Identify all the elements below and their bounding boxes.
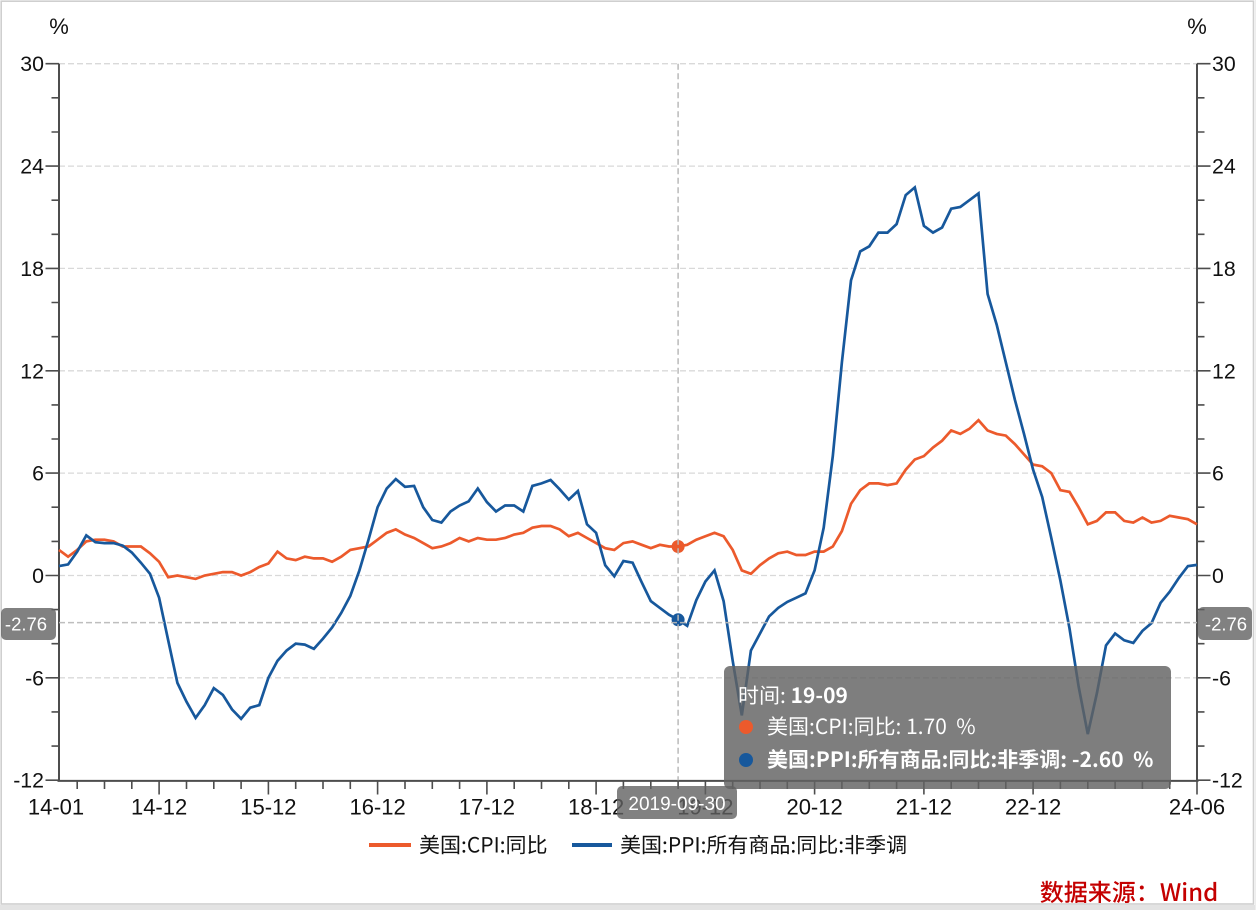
svg-text:-12: -12 (13, 769, 44, 793)
svg-text:12: 12 (1212, 359, 1236, 383)
svg-text:-6: -6 (25, 666, 44, 690)
svg-text:22-12: 22-12 (1005, 795, 1061, 820)
svg-text:30: 30 (1212, 52, 1236, 76)
svg-text:-2.76: -2.76 (1205, 614, 1247, 635)
svg-text:18: 18 (1212, 257, 1236, 281)
svg-text:21-12: 21-12 (896, 795, 952, 820)
svg-text:-12: -12 (1212, 769, 1243, 793)
svg-text:16-12: 16-12 (349, 795, 405, 820)
svg-text:14-12: 14-12 (131, 795, 187, 820)
svg-text:24: 24 (20, 155, 44, 179)
svg-text:12: 12 (20, 359, 44, 383)
svg-text:0: 0 (1212, 564, 1224, 588)
svg-text:18-12: 18-12 (568, 795, 624, 820)
svg-text:14-01: 14-01 (28, 795, 84, 820)
svg-text:-2.76: -2.76 (5, 614, 47, 635)
svg-text:18: 18 (20, 257, 44, 281)
svg-text:2019-09-30: 2019-09-30 (628, 794, 725, 815)
svg-text:-6: -6 (1212, 666, 1231, 690)
svg-text:6: 6 (1212, 462, 1224, 486)
svg-text:%: % (49, 14, 69, 39)
svg-text:30: 30 (20, 52, 44, 76)
svg-text:20-12: 20-12 (786, 795, 842, 820)
svg-text:%: % (1187, 14, 1207, 39)
svg-text:6: 6 (32, 462, 44, 486)
svg-text:15-12: 15-12 (240, 795, 296, 820)
svg-text:24: 24 (1212, 155, 1236, 179)
svg-text:17-12: 17-12 (459, 795, 515, 820)
svg-text:24-06: 24-06 (1169, 795, 1225, 820)
svg-text:0: 0 (32, 564, 44, 588)
